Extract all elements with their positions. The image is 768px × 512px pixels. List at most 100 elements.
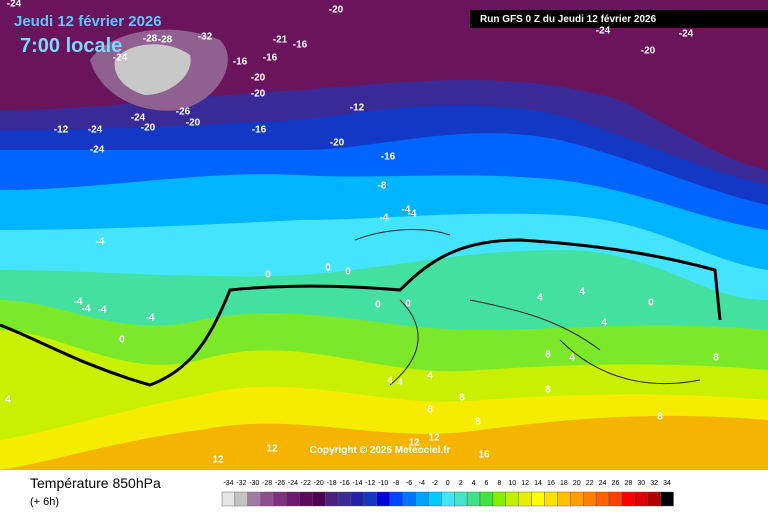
isotherm-label: 4: [537, 293, 543, 304]
legend-swatch: [608, 491, 623, 507]
legend-swatch: [544, 491, 558, 507]
legend-swatch: [363, 491, 377, 507]
isotherm-label: -24: [131, 113, 146, 124]
legend-swatch: [428, 491, 442, 507]
legend-label: -2: [432, 480, 438, 487]
isotherm-label: 0: [648, 298, 654, 309]
isotherm-label: 8: [713, 353, 719, 364]
isotherm-label: 8: [459, 393, 465, 404]
legend-swatch: [479, 491, 494, 507]
isotherm-labels: -24-28 -32-24-28 -21 -16-16-20-20-16-24-20-…: [5, 0, 719, 466]
isotherm-label: -16: [233, 57, 248, 68]
legend-label: 0: [446, 480, 450, 487]
isotherm-label: -20: [330, 138, 345, 149]
isotherm-label: -24: [113, 53, 128, 64]
legend-swatch: [221, 491, 236, 507]
isotherm-label: -8: [378, 181, 387, 192]
isotherm-label: 4: [397, 378, 403, 389]
legend-swatch: [621, 491, 636, 507]
legend-swatch: [660, 491, 674, 507]
legend-swatch: [454, 491, 468, 507]
isotherm-label: 4: [5, 395, 11, 406]
legend-swatch: [415, 491, 429, 507]
legend-swatch: [647, 491, 661, 507]
legend-label: 26: [612, 480, 620, 487]
legend-swatch: [492, 491, 506, 507]
legend-swatch: [583, 491, 597, 507]
legend-label: -22: [301, 480, 311, 487]
legend-label: 18: [560, 480, 568, 487]
isotherm-label: -24: [596, 26, 611, 37]
isotherm-label: -20: [141, 123, 156, 134]
legend-label: -10: [378, 480, 388, 487]
isotherm-label: -16: [252, 125, 267, 136]
time: 7:00 locale: [20, 35, 122, 57]
legend-swatch: [441, 491, 455, 507]
legend-label: -18: [327, 480, 337, 487]
legend-swatch: [557, 491, 571, 507]
isotherm-label: 8: [545, 350, 551, 361]
isotherm-label: 0: [345, 267, 351, 278]
isotherm-label: 16: [478, 450, 490, 461]
isotherm-label: 0: [405, 299, 411, 310]
legend-swatch: [337, 491, 352, 507]
legend-label: 16: [547, 480, 555, 487]
legend-swatch: [389, 491, 403, 507]
legend-label: -16: [339, 480, 349, 487]
legend-label: 28: [624, 480, 632, 487]
legend-label: 14: [534, 480, 542, 487]
legend-label: 20: [573, 480, 581, 487]
isotherm-label: -12: [350, 103, 365, 114]
legend-swatch: [234, 491, 248, 507]
date: Jeudi 12 février 2026: [14, 13, 162, 30]
isotherm-label: 0: [375, 300, 381, 311]
isotherm-label: -28: [158, 35, 173, 46]
isotherm-label: -12: [54, 125, 69, 136]
legend-swatch: [260, 491, 274, 507]
isotherm-label: 0: [325, 263, 331, 274]
isotherm-label: -24: [7, 0, 22, 10]
legend-swatch: [595, 491, 610, 507]
legend-label: -4: [419, 480, 425, 487]
isotherm-label: -24: [90, 145, 105, 156]
isotherm-label: -24: [88, 125, 103, 136]
legend-label: 32: [650, 480, 658, 487]
legend-swatch: [312, 491, 326, 507]
isotherm-label: -21: [273, 35, 288, 46]
legend-label: -24: [288, 480, 298, 487]
isotherm-label: -32: [198, 32, 213, 43]
legend-label: 12: [521, 480, 529, 487]
isotherm-label: 4: [569, 353, 575, 364]
isotherm-label: -16: [263, 53, 278, 64]
legend-swatch: [634, 491, 648, 507]
isotherm-label: -16: [381, 152, 396, 163]
isotherm-label: -20: [186, 118, 201, 129]
isotherm-label: -4: [98, 305, 107, 316]
isotherm-label: -4: [146, 313, 155, 324]
legend-label: -30: [249, 480, 259, 487]
legend-swatch: [286, 491, 300, 507]
legend-label: -32: [236, 480, 246, 487]
isotherm-label: 4: [427, 371, 433, 382]
isotherm-label: 12: [266, 444, 278, 455]
legend-label: 24: [599, 480, 607, 487]
legend-swatch: [299, 491, 313, 507]
legend-label: -14: [352, 480, 362, 487]
footer-title: Température 850hPa: [30, 475, 161, 491]
legend-swatch: [570, 491, 584, 507]
isotherm-label: -4: [402, 205, 411, 216]
legend-label: 2: [459, 480, 463, 487]
legend-swatch: [505, 491, 519, 507]
isotherm-label: -4: [380, 213, 389, 224]
isotherm-label: 8: [427, 405, 433, 416]
run-info: Run GFS 0 Z du Jeudi 12 février 2026: [480, 14, 657, 25]
legend-swatch: [247, 491, 261, 507]
isotherm-label: -4: [82, 304, 91, 315]
isotherm-label: -4: [74, 297, 83, 308]
legend-label: 8: [497, 480, 501, 487]
isotherm-label: 8: [475, 417, 481, 428]
isotherm-label: -4: [408, 209, 417, 220]
isotherm-label: 8: [657, 412, 663, 423]
legend-label: -6: [406, 480, 412, 487]
